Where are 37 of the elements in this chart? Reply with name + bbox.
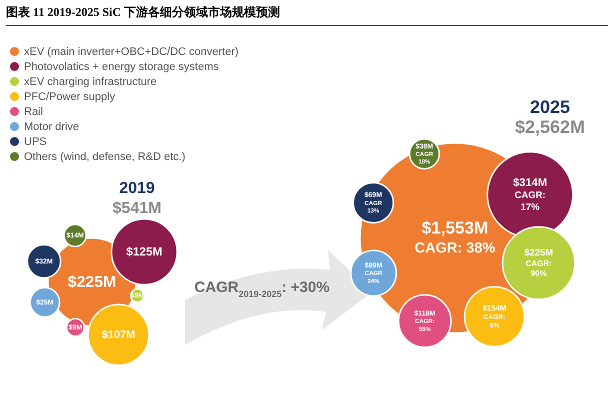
data-label: $107M	[102, 329, 136, 342]
legend-label: PFC/Power supply	[24, 90, 116, 102]
data-label: $14M	[66, 232, 84, 240]
data-label: $1,553M	[422, 218, 488, 238]
legend-label: xEV charging infrastructure	[24, 76, 157, 88]
text: $541M	[112, 200, 162, 218]
text: CAGR: 55%	[415, 318, 435, 333]
legend-label: Rail	[24, 106, 43, 118]
data-label: $25M	[36, 298, 54, 306]
data-label: $314M	[513, 176, 548, 189]
data-label: $225M	[68, 274, 116, 291]
legend-label: Photovolatics + energy storage systems	[24, 60, 219, 72]
text: CAGR$_{2019-2025}$: +30%	[194, 279, 330, 299]
text: CAGR: 6%	[484, 314, 506, 330]
legend-label: Others (wind, defense, R&D etc.)	[24, 150, 186, 162]
text: $2,562M	[514, 117, 586, 138]
text: CAGR 18%	[416, 150, 434, 166]
data-label: $9M	[68, 324, 82, 332]
data-label: $32M	[35, 257, 53, 266]
category-label: 2025	[530, 97, 570, 118]
data-label: $89M	[364, 262, 382, 270]
text: CAGR 24%	[364, 270, 383, 285]
text: CAGR 13%	[364, 200, 383, 215]
text: 图表 11 2019-2025 SiC 下游各细分领域市场规模预测	[6, 4, 608, 26]
data-label: $69M	[364, 191, 382, 200]
category-label: 2019	[119, 180, 155, 198]
legend-label: xEV (main inverter+OBC+DC/DC converter)	[24, 46, 239, 58]
text: CAGR: 38%	[414, 240, 496, 257]
legend-label: UPS	[24, 136, 47, 148]
legend-label: Motor drive	[24, 120, 80, 132]
data-label: $118M	[414, 309, 436, 318]
data-label: $125M	[126, 244, 163, 258]
text: CAGR: 17%	[514, 190, 546, 214]
data-label: $38M	[416, 142, 434, 150]
data-label: $225M	[524, 246, 554, 258]
text: CAGR: 90%	[526, 258, 552, 278]
data-label: $154M	[482, 303, 506, 312]
